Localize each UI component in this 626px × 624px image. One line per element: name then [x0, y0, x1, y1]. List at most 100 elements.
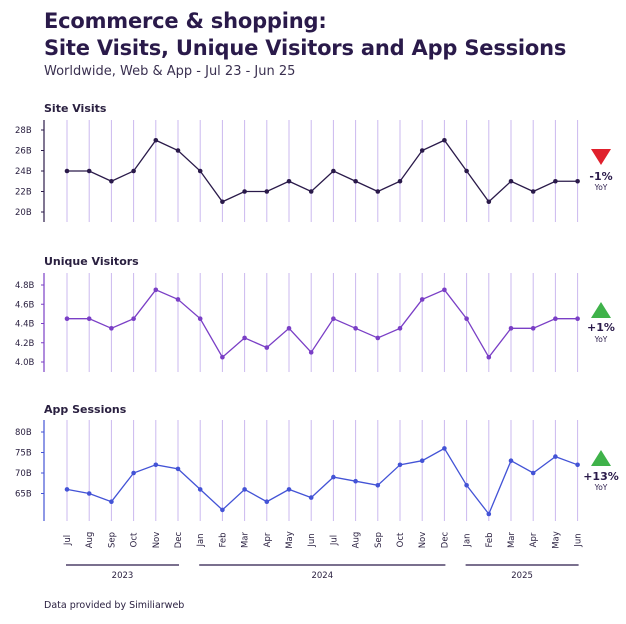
- app-sessions-y-tick-label: 75B: [15, 449, 32, 459]
- app-sessions-data-point: [308, 495, 314, 500]
- site-visits-data-point: [353, 178, 358, 184]
- month-label: May: [285, 531, 295, 549]
- site-visits-data-point: [64, 168, 70, 174]
- month-label: Aug: [352, 532, 362, 549]
- chart-title-line-1: Ecommerce & shopping:: [44, 9, 327, 33]
- unique-visitors-yoy-value: +1%: [587, 321, 615, 334]
- site-visits-data-point: [286, 178, 292, 184]
- month-label: Sep: [107, 532, 117, 548]
- site-visits-data-point: [508, 178, 514, 184]
- app-sessions-y-tick-label: 65B: [15, 490, 32, 500]
- unique-visitors-yoy-label: YoY: [594, 335, 608, 344]
- unique-visitors-y-tick-label: 4.6B: [15, 300, 35, 310]
- site-visits-data-point: [308, 189, 314, 194]
- unique-visitors-data-point: [508, 326, 514, 331]
- panel-title-app-sessions: App Sessions: [44, 403, 127, 416]
- site-visits-data-point: [331, 168, 336, 174]
- unique-visitors-y-tick-label: 4.8B: [15, 281, 35, 291]
- app-sessions-data-point: [64, 487, 70, 492]
- month-label: Feb: [218, 532, 228, 547]
- site-visits-data-point: [442, 137, 447, 143]
- data-source-footer: Data provided by Similiarweb: [44, 600, 185, 611]
- panel-title-unique-visitors: Unique Visitors: [44, 255, 139, 268]
- unique-visitors-data-point: [64, 316, 70, 321]
- app-sessions-data-point: [109, 499, 114, 505]
- unique-visitors-data-point: [397, 326, 403, 331]
- app-sessions-data-point: [419, 458, 425, 464]
- site-visits-data-point: [264, 189, 270, 194]
- site-visits-data-point: [242, 189, 247, 194]
- month-label: Aug: [85, 532, 95, 549]
- app-sessions-data-point: [153, 462, 159, 468]
- app-sessions-data-point: [353, 478, 358, 484]
- chart-title: Ecommerce & shopping: Site Visits, Uniqu…: [44, 8, 566, 62]
- site-visits-y-tick-label: 24B: [15, 167, 32, 177]
- app-sessions-data-point: [242, 487, 247, 492]
- site-visits-data-point: [175, 148, 181, 153]
- unique-visitors-data-point: [530, 326, 536, 331]
- month-label: Nov: [152, 532, 162, 549]
- month-label: Mar: [507, 531, 517, 548]
- year-label: 2024: [311, 571, 333, 581]
- site-visits-yoy-label: YoY: [594, 183, 608, 192]
- unique-visitors-data-point: [575, 316, 580, 321]
- site-visits-data-point: [486, 199, 492, 205]
- app-sessions-data-point: [508, 458, 514, 464]
- unique-visitors-series-line: [67, 289, 578, 359]
- unique-visitors-data-point: [286, 326, 292, 331]
- app-sessions-data-point: [220, 507, 225, 513]
- unique-visitors-data-point: [220, 354, 225, 360]
- site-visits-data-point: [419, 148, 425, 153]
- unique-visitors-data-point: [109, 326, 114, 331]
- month-label: Jan: [463, 533, 473, 547]
- app-sessions-data-point: [553, 454, 558, 459]
- site-visits-data-point: [464, 168, 469, 174]
- app-sessions-series-line: [66, 447, 578, 516]
- unique-visitors-y-tick-label: 4.4B: [15, 320, 35, 330]
- site-visits-data-point: [530, 189, 536, 194]
- app-sessions-data-point: [530, 470, 536, 476]
- app-sessions-data-point: [175, 466, 181, 472]
- unique-visitors-data-point: [175, 297, 181, 302]
- month-label: Jul: [63, 535, 73, 546]
- app-sessions-data-point: [331, 474, 336, 480]
- month-label: Jan: [196, 533, 206, 547]
- site-visits-data-point: [131, 168, 136, 174]
- month-label: Jul: [329, 535, 339, 546]
- month-label: Oct: [396, 532, 406, 547]
- month-label: Oct: [130, 532, 140, 547]
- unique-visitors-data-point: [375, 335, 381, 341]
- month-label: Apr: [263, 532, 273, 547]
- app-sessions-data-point: [575, 462, 580, 468]
- app-sessions-y-tick-label: 80B: [15, 428, 32, 438]
- app-sessions-data-point: [264, 499, 270, 505]
- site-visits-data-point: [553, 178, 558, 184]
- unique-visitors-data-point: [353, 326, 358, 331]
- year-label: 2023: [112, 571, 134, 581]
- site-visits-data-point: [375, 189, 381, 194]
- site-visits-series-line: [67, 139, 578, 203]
- unique-visitors-yoy-up-arrow-icon: [591, 302, 611, 318]
- app-sessions-y-tick-label: 70B: [15, 469, 32, 479]
- site-visits-data-point: [86, 168, 92, 174]
- unique-visitors-data-point: [464, 316, 469, 321]
- month-label: Jun: [574, 533, 584, 547]
- unique-visitors-data-point: [419, 297, 425, 302]
- month-label: May: [551, 531, 561, 549]
- year-label: 2025: [511, 571, 533, 581]
- unique-visitors-data-point: [86, 316, 92, 321]
- month-label: Mar: [241, 531, 251, 548]
- unique-visitors-data-point: [131, 316, 136, 321]
- app-sessions-data-point: [464, 483, 469, 488]
- chart-subtitle: Worldwide, Web & App - Jul 23 - Jun 25: [44, 64, 296, 79]
- app-sessions-data-point: [442, 446, 447, 451]
- site-visits-y-tick-label: 22B: [15, 188, 32, 198]
- unique-visitors-data-point: [308, 350, 314, 355]
- site-visits-data-point: [397, 178, 403, 184]
- site-visits-yoy-value: -1%: [589, 170, 612, 183]
- panel-title-site-visits: Site Visits: [44, 102, 107, 115]
- unique-visitors-y-tick-label: 4.0B: [15, 358, 35, 368]
- month-label: Nov: [418, 532, 428, 549]
- app-sessions-data-point: [397, 462, 403, 468]
